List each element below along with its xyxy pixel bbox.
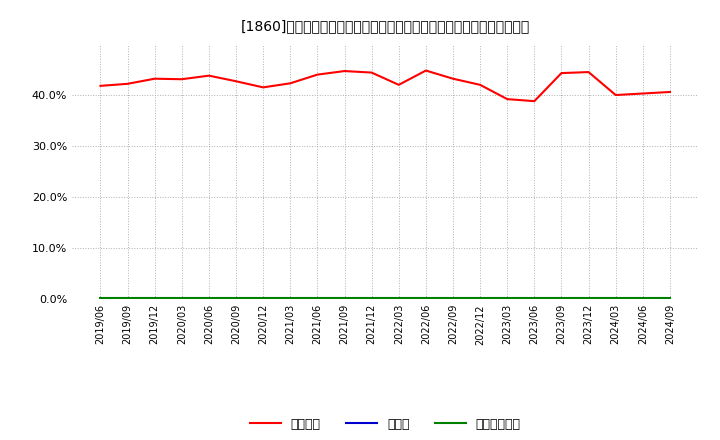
のれん xyxy=(639,296,647,301)
繰延税金資産 xyxy=(232,295,240,301)
自己資本 xyxy=(503,96,511,102)
自己資本 xyxy=(96,83,105,88)
繰延税金資産 xyxy=(123,295,132,301)
自己資本 xyxy=(341,68,349,73)
のれん xyxy=(259,296,268,301)
自己資本 xyxy=(611,92,620,98)
のれん xyxy=(476,296,485,301)
繰延税金資産 xyxy=(259,295,268,301)
のれん xyxy=(341,296,349,301)
のれん xyxy=(449,296,457,301)
のれん xyxy=(421,296,430,301)
繰延税金資産 xyxy=(584,295,593,301)
のれん xyxy=(665,296,674,301)
繰延税金資産 xyxy=(476,295,485,301)
自己資本 xyxy=(665,89,674,95)
自己資本 xyxy=(150,76,159,81)
繰延税金資産 xyxy=(313,295,322,301)
のれん xyxy=(178,296,186,301)
繰延税金資産 xyxy=(286,295,294,301)
Line: のれん: のれん xyxy=(101,298,670,299)
自己資本 xyxy=(123,81,132,86)
自己資本 xyxy=(204,73,213,78)
繰延税金資産 xyxy=(530,295,539,301)
のれん xyxy=(150,296,159,301)
のれん xyxy=(530,296,539,301)
自己資本 xyxy=(557,70,566,76)
繰延税金資産 xyxy=(150,295,159,301)
のれん xyxy=(584,296,593,301)
繰延税金資産 xyxy=(178,295,186,301)
のれん xyxy=(204,296,213,301)
繰延税金資産 xyxy=(611,295,620,301)
のれん xyxy=(96,296,105,301)
のれん xyxy=(123,296,132,301)
繰延税金資産 xyxy=(204,295,213,301)
繰延税金資産 xyxy=(503,295,511,301)
繰延税金資産 xyxy=(421,295,430,301)
自己資本 xyxy=(449,76,457,81)
自己資本 xyxy=(530,99,539,104)
繰延税金資産 xyxy=(557,295,566,301)
Line: 自己資本: 自己資本 xyxy=(101,70,670,101)
自己資本 xyxy=(178,77,186,82)
繰延税金資産 xyxy=(367,295,376,301)
のれん xyxy=(232,296,240,301)
自己資本 xyxy=(286,81,294,86)
繰延税金資産 xyxy=(341,295,349,301)
のれん xyxy=(286,296,294,301)
自己資本 xyxy=(395,82,403,88)
自己資本 xyxy=(259,85,268,90)
自己資本 xyxy=(313,72,322,77)
のれん xyxy=(611,296,620,301)
自己資本 xyxy=(639,91,647,96)
自己資本 xyxy=(421,68,430,73)
繰延税金資産 xyxy=(665,295,674,301)
自己資本 xyxy=(476,82,485,88)
のれん xyxy=(503,296,511,301)
Legend: 自己資本, のれん, 繰延税金資産: 自己資本, のれん, 繰延税金資産 xyxy=(245,413,526,436)
自己資本 xyxy=(367,70,376,75)
自己資本 xyxy=(584,70,593,75)
のれん xyxy=(557,296,566,301)
自己資本 xyxy=(232,79,240,84)
繰延税金資産 xyxy=(96,295,105,301)
のれん xyxy=(313,296,322,301)
のれん xyxy=(395,296,403,301)
Title: [1860]　自己資本、のれん、繰延税金資産の総資産に対する比率の推移: [1860] 自己資本、のれん、繰延税金資産の総資産に対する比率の推移 xyxy=(240,19,530,33)
繰延税金資産 xyxy=(395,295,403,301)
のれん xyxy=(367,296,376,301)
繰延税金資産 xyxy=(639,295,647,301)
繰延税金資産 xyxy=(449,295,457,301)
